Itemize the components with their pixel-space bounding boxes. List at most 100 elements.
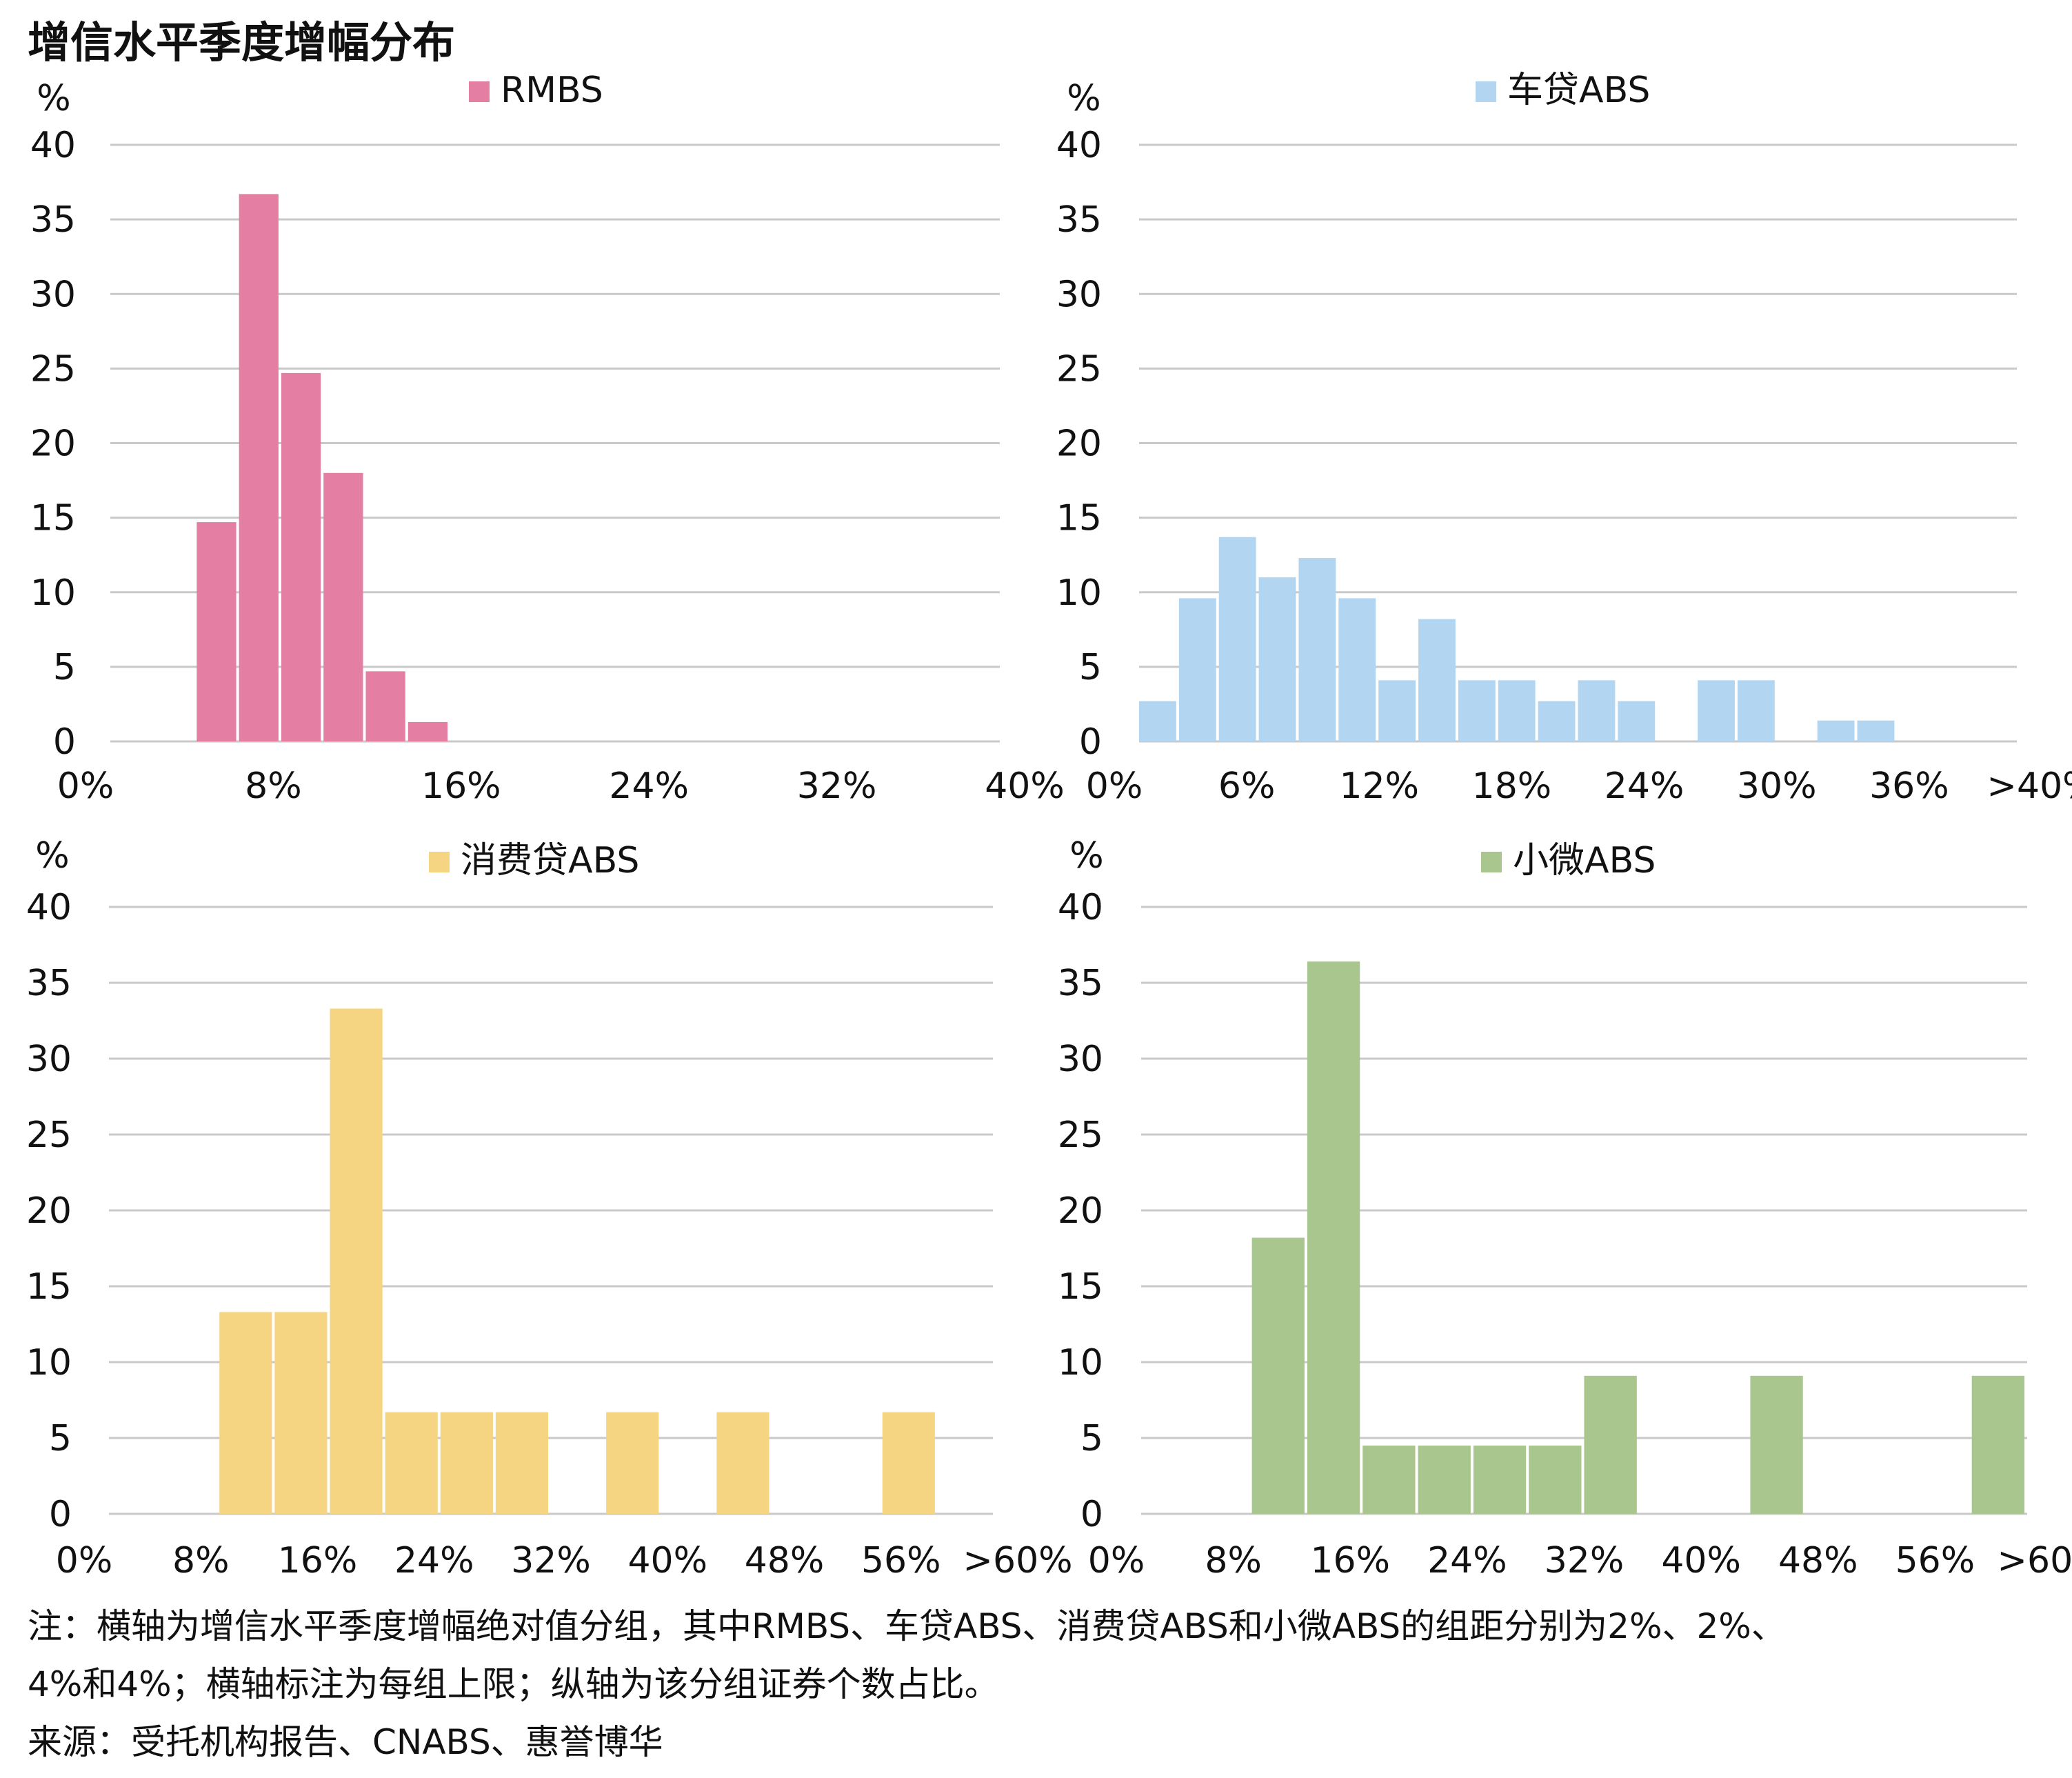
x-tick-label: 24%: [1605, 766, 1684, 807]
chart-panel-4: 0 5 10 15 20 25 30 35 40% 小微ABS 0% 8% 16% 24% 32% 40% 48…: [1058, 835, 2072, 1581]
y-tick-label: 30: [30, 274, 76, 315]
histogram-bar: [1817, 720, 1855, 741]
histogram-bar: [1618, 701, 1656, 741]
histogram-bar: [1178, 598, 1216, 741]
histogram-bar: [1857, 720, 1895, 741]
histogram-bar: [1298, 558, 1336, 741]
histogram-bar: [239, 194, 279, 741]
x-tick-label: 0%: [57, 766, 114, 807]
y-tick-label: 35: [30, 199, 76, 241]
y-tick-label: 0: [53, 721, 76, 763]
y-axis-unit: %: [35, 835, 69, 877]
x-tick-label: 48%: [1778, 1540, 1858, 1581]
y-tick-label: 10: [1058, 1342, 1103, 1384]
legend-label: 车贷ABS: [1507, 70, 1650, 111]
figure-title: 增信水平季度增幅分布: [28, 17, 456, 68]
histogram-bar: [606, 1412, 659, 1514]
chart-panel-1: 0 5 10 15 20 25 30 35 40% RMBS 0% 8% 16% 24% 32% 40%: [30, 70, 1065, 807]
x-tick-label: 6%: [1218, 766, 1276, 807]
x-tick-label: >60%: [963, 1540, 1072, 1581]
histogram-bar: [1737, 680, 1775, 741]
histogram-bar: [1338, 598, 1376, 741]
y-tick-label: 25: [1056, 348, 1102, 390]
charts-area: 0 5 10 15 20 25 30 35 40% RMBS 0% 8% 16% 24% 32% 40% 0 5 1…: [26, 70, 2072, 1581]
x-tick-label: 30%: [1737, 766, 1817, 807]
note-line-2: 4%和4%；横轴标注为每组上限；纵轴为该分组证券个数占比。: [28, 1664, 999, 1704]
x-tick-label: 24%: [1427, 1540, 1507, 1581]
x-tick-label: 40%: [627, 1540, 707, 1581]
y-tick-label: 0: [1080, 1494, 1103, 1535]
y-tick-label: 10: [30, 572, 76, 614]
histogram-bar: [1971, 1375, 2024, 1514]
histogram-bar: [716, 1412, 770, 1514]
x-tick-label: 16%: [421, 766, 501, 807]
histogram-bar: [197, 522, 237, 741]
x-tick-label: 24%: [609, 766, 689, 807]
y-tick-label: 10: [1056, 572, 1102, 614]
y-tick-label: 5: [49, 1418, 72, 1459]
histogram-bar: [1584, 1375, 1637, 1514]
legend-label: 消费贷ABS: [461, 840, 639, 881]
histogram-bar: [1362, 1446, 1416, 1514]
x-tick-label: 36%: [1869, 766, 1949, 807]
legend-swatch: [1481, 852, 1502, 872]
x-tick-label: 16%: [278, 1540, 358, 1581]
legend-label: 小微ABS: [1513, 840, 1656, 881]
histogram-bar: [323, 472, 363, 741]
histogram-bar: [219, 1312, 272, 1514]
histogram-bar: [1498, 680, 1536, 741]
histogram-bar: [1307, 961, 1360, 1514]
histogram-bar: [1418, 619, 1456, 741]
histogram-bar: [1418, 1446, 1471, 1514]
x-tick-label: 32%: [797, 766, 877, 807]
y-axis-unit: %: [1067, 78, 1100, 119]
histogram-bar: [1578, 680, 1616, 741]
source-line: 来源：受托机构报告、CNABS、惠誉博华: [28, 1722, 663, 1762]
y-tick-label: 0: [49, 1494, 72, 1535]
x-tick-label: 40%: [1661, 1540, 1741, 1581]
x-tick-label: 8%: [172, 1540, 230, 1581]
y-tick-label: 40: [30, 125, 76, 166]
y-tick-label: 35: [26, 963, 72, 1004]
y-axis-unit: %: [37, 78, 70, 119]
chart-panel-3: 0 5 10 15 20 25 30 35 40% 消费贷ABS 0% 8% 16% 24% 32% 40% 4…: [26, 835, 1073, 1581]
histogram-bar: [440, 1412, 493, 1514]
histogram-bar: [408, 721, 448, 741]
legend-swatch: [469, 81, 490, 102]
histogram-bar: [281, 372, 321, 741]
x-tick-label: 32%: [511, 1540, 591, 1581]
y-tick-label: 25: [1058, 1115, 1103, 1156]
x-tick-label: >40%: [1986, 766, 2072, 807]
x-tick-label: 12%: [1339, 766, 1419, 807]
y-tick-label: 15: [1058, 1266, 1103, 1308]
y-tick-label: 5: [1080, 1418, 1103, 1459]
x-tick-label: >60%: [1997, 1540, 2072, 1581]
y-tick-label: 35: [1058, 963, 1103, 1004]
x-tick-label: 0%: [1088, 1540, 1145, 1581]
x-tick-label: 16%: [1310, 1540, 1390, 1581]
y-tick-label: 15: [30, 498, 76, 539]
chart-panel-2: 0 5 10 15 20 25 30 35 40% 车贷ABS 0% 6% 12% 18% 24% 30% 36…: [1056, 70, 2072, 807]
x-tick-label: 18%: [1472, 766, 1552, 807]
histogram-bar: [1538, 701, 1576, 741]
histogram-bar: [385, 1412, 438, 1514]
histogram-bar: [1458, 680, 1496, 741]
histogram-bar: [365, 671, 405, 741]
y-tick-label: 20: [1056, 423, 1102, 465]
histogram-bar: [274, 1312, 328, 1514]
y-tick-label: 15: [26, 1266, 72, 1308]
y-tick-label: 30: [1058, 1039, 1103, 1080]
y-tick-label: 30: [1056, 274, 1102, 315]
x-tick-label: 56%: [1895, 1540, 1975, 1581]
legend-swatch: [429, 852, 450, 872]
x-tick-label: 8%: [1205, 1540, 1262, 1581]
y-tick-label: 20: [30, 423, 76, 465]
x-tick-label: 40%: [985, 766, 1065, 807]
histogram-bar: [330, 1008, 383, 1514]
histogram-bar: [1473, 1446, 1527, 1514]
y-axis-unit: %: [1069, 835, 1103, 877]
x-tick-label: 0%: [56, 1540, 113, 1581]
x-tick-label: 48%: [745, 1540, 825, 1581]
histogram-bar: [1251, 1237, 1305, 1514]
y-tick-label: 20: [1058, 1190, 1103, 1232]
